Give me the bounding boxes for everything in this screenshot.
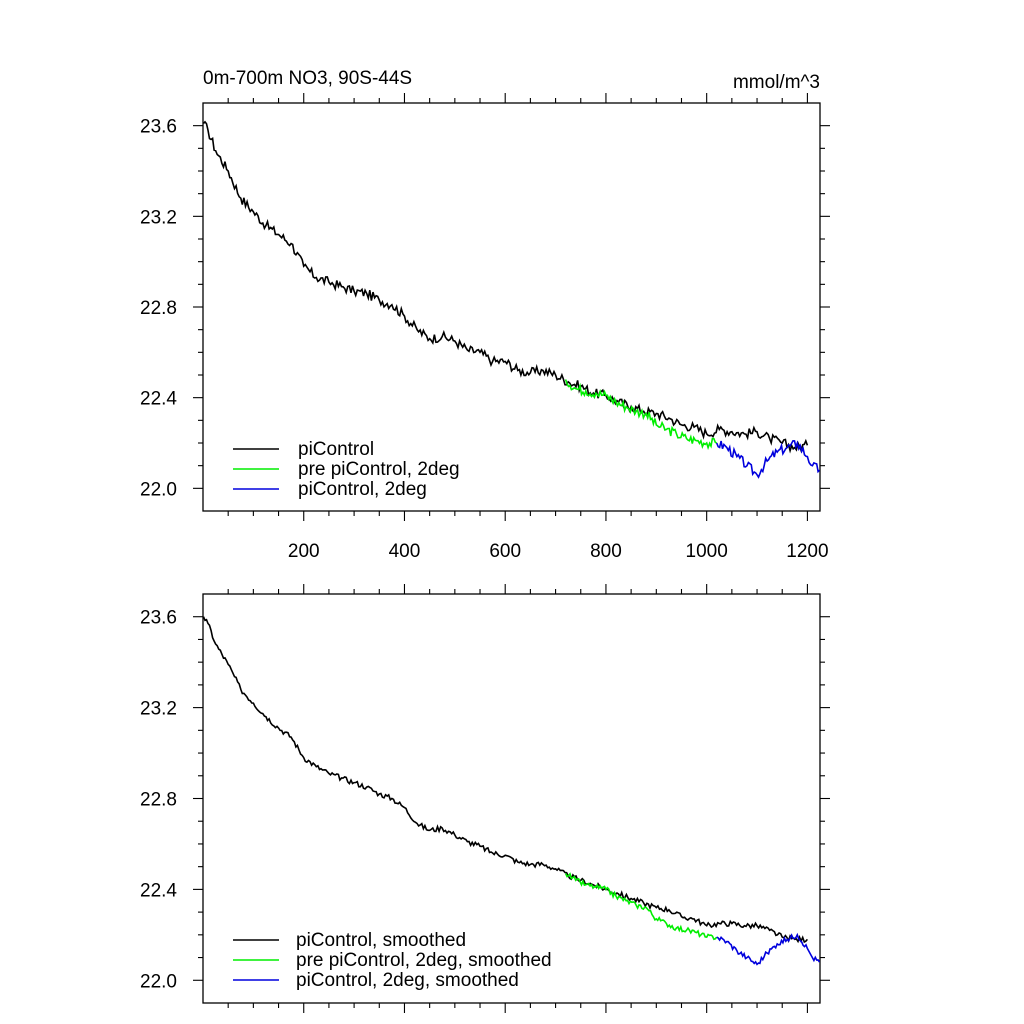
legend-label: pre piControl, 2deg, smoothed xyxy=(296,950,552,971)
top-panel-legend: piControl pre piControl, 2deg piControl,… xyxy=(233,439,460,500)
top-panel-units: mmol/m^3 xyxy=(733,72,820,93)
y-tick-label: 23.2 xyxy=(140,207,177,228)
bottom-panel-y-tick-labels: 22.0 22.4 22.8 23.2 23.6 xyxy=(140,608,177,993)
top-panel-ticks xyxy=(193,93,830,521)
y-tick-label: 22.0 xyxy=(140,971,177,992)
bottom-panel-legend: piControl, smoothed pre piControl, 2deg,… xyxy=(233,930,552,991)
y-tick-label: 23.6 xyxy=(140,608,177,629)
bottom-panel: 22.0 22.4 22.8 23.2 23.6 piControl, smoo… xyxy=(140,584,830,1013)
y-tick-label: 22.8 xyxy=(140,298,177,319)
x-tick-label: 400 xyxy=(389,541,421,562)
series-line-pre-picontrol-2deg xyxy=(564,379,718,451)
series-line-picontrol-2deg xyxy=(715,439,821,479)
x-tick-label: 1000 xyxy=(686,541,728,562)
x-tick-label: 1200 xyxy=(786,541,828,562)
bottom-panel-ticks xyxy=(193,584,830,1013)
top-panel: 0m-700m NO3, 90S-44S mmol/m^3 22.0 22.4 … xyxy=(140,68,830,562)
legend-label: piControl, smoothed xyxy=(296,930,466,951)
y-tick-label: 22.4 xyxy=(140,389,177,410)
top-panel-x-tick-labels: 200 400 600 800 1000 1200 xyxy=(288,541,829,562)
series-line-picontrol xyxy=(202,120,809,454)
top-panel-title: 0m-700m NO3, 90S-44S xyxy=(203,68,412,89)
y-tick-label: 23.2 xyxy=(140,699,177,720)
legend-label: piControl xyxy=(298,439,374,460)
series-line-pre-picontrol-2deg-smoothed xyxy=(564,872,718,941)
bottom-panel-series xyxy=(202,616,821,966)
x-tick-label: 800 xyxy=(590,541,622,562)
legend-label: piControl, 2deg, smoothed xyxy=(296,970,519,991)
y-tick-label: 22.4 xyxy=(140,880,177,901)
x-tick-label: 600 xyxy=(489,541,521,562)
top-panel-series xyxy=(202,120,821,479)
y-tick-label: 23.6 xyxy=(140,117,177,138)
y-tick-label: 22.8 xyxy=(140,790,177,811)
y-tick-label: 22.0 xyxy=(140,479,177,500)
legend-label: pre piControl, 2deg xyxy=(298,459,460,480)
series-line-picontrol-smoothed xyxy=(202,616,808,944)
legend-label: piControl, 2deg xyxy=(298,479,427,500)
top-panel-y-tick-labels: 22.0 22.4 22.8 23.2 23.6 xyxy=(140,117,177,501)
series-line-picontrol-2deg-smoothed xyxy=(716,932,821,966)
x-tick-label: 200 xyxy=(288,541,320,562)
